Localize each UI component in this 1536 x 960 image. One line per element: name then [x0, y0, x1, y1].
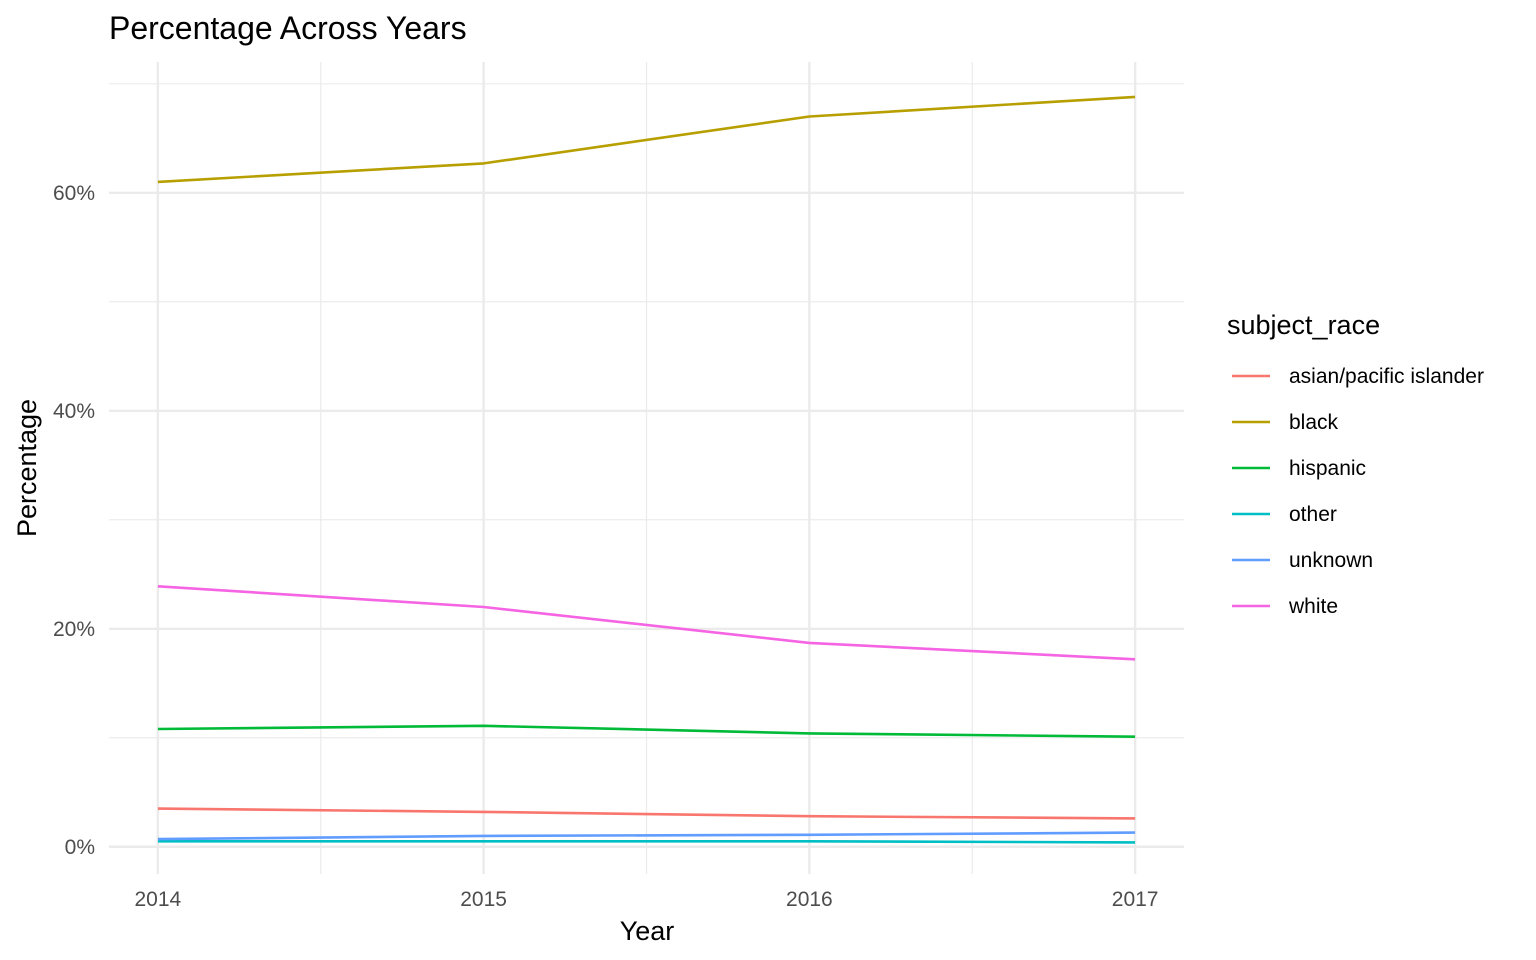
- series-line-white: [157, 585, 1136, 661]
- legend-label-other: other: [1289, 503, 1337, 526]
- y-tick-label: 40%: [53, 400, 95, 423]
- legend-label-white: white: [1288, 595, 1338, 618]
- series-line-asian-pacific-islander: [157, 807, 1136, 820]
- legend-label-unknown: unknown: [1289, 549, 1373, 572]
- x-tick-label: 2017: [1112, 888, 1159, 911]
- legend-title: subject_race: [1227, 310, 1380, 340]
- series-line-hispanic: [157, 724, 1136, 738]
- legend-label-black: black: [1289, 411, 1339, 434]
- legend-label-hispanic: hispanic: [1289, 457, 1366, 480]
- y-tick-label: 60%: [53, 182, 95, 205]
- chart-title: Percentage Across Years: [109, 10, 467, 46]
- legend-label-asian-pacific-islander: asian/pacific islander: [1289, 365, 1484, 388]
- grid: [109, 62, 1184, 874]
- series-line-black: [157, 95, 1136, 184]
- x-axis-title: Year: [620, 916, 675, 946]
- legend: subject_race asian/pacific islander black…: [1227, 310, 1484, 618]
- series-line-unknown: [157, 831, 1136, 841]
- y-tick-label: 0%: [65, 836, 95, 859]
- x-tick-label: 2016: [786, 888, 833, 911]
- series-lines: [157, 95, 1136, 844]
- x-tick-label: 2014: [135, 888, 182, 911]
- x-axis-ticks: 2014 2015 2016 2017: [135, 888, 1159, 911]
- x-tick-label: 2015: [460, 888, 507, 911]
- y-axis-ticks: 0% 20% 40% 60%: [53, 182, 95, 859]
- y-axis-title: Percentage: [12, 399, 42, 537]
- y-tick-label: 20%: [53, 618, 95, 641]
- series-line-other: [157, 839, 1136, 844]
